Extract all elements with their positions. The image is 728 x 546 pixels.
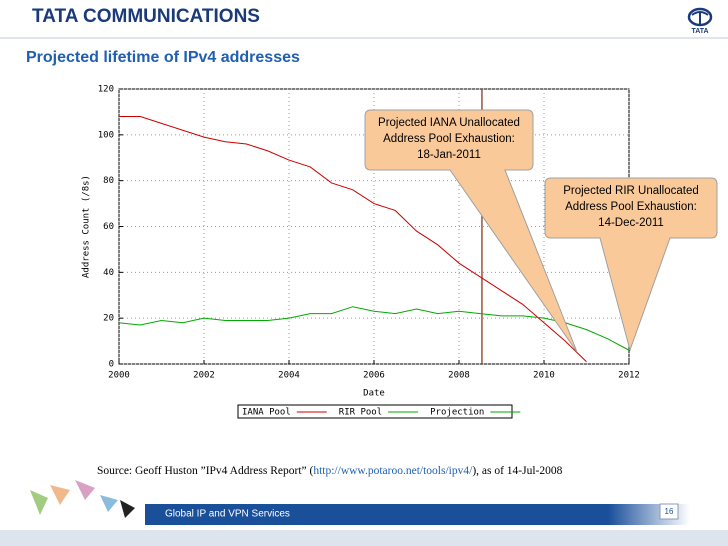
callout-text: Projected IANA Unallocated (378, 117, 520, 129)
x-tick-label: 2000 (108, 371, 130, 381)
y-tick-label: 60 (103, 222, 114, 232)
callout-text: Address Pool Exhaustion: (565, 201, 697, 213)
y-tick-label: 0 (109, 360, 114, 370)
source-link[interactable]: http://www.potaroo.net/tools/ipv4/ (313, 465, 473, 477)
x-tick-label: 2008 (448, 371, 470, 381)
series-line (119, 116, 587, 363)
callout: Projected RIR Unallocated Address Pool Ex… (544, 177, 718, 352)
callout-text: Projected RIR Unallocated (563, 185, 699, 197)
logo-icon: TATA (687, 7, 713, 35)
source-suffix: ), as of 14-Jul-2008 (472, 465, 562, 477)
x-tick-label: 2006 (363, 371, 385, 381)
footer-text: Global IP and VPN Services (165, 509, 290, 520)
y-tick-label: 80 (103, 176, 114, 186)
bottom-stripe (0, 530, 728, 546)
y-tick-label: 40 (103, 268, 114, 278)
y-tick-label: 100 (98, 130, 114, 140)
x-axis-label: Date (363, 389, 385, 399)
legend-label: Projection (430, 408, 484, 418)
x-tick-label: 2012 (618, 371, 640, 381)
footer-decoration (30, 480, 135, 518)
page-number: 16 (665, 507, 674, 516)
legend: IANA Pool RIR Pool Projection (237, 404, 521, 419)
callout: Projected IANA Unallocated Address Pool E… (364, 109, 578, 353)
y-axis-label: Address Count (/8s) (82, 175, 92, 278)
svg-text:TATA: TATA (691, 28, 708, 35)
y-tick-label: 120 (98, 85, 114, 95)
chart: 0 20 40 60 80 100 120 2000 2002 2004 2006 2008 2010 2… (82, 85, 718, 419)
page-box (659, 503, 679, 520)
callout-shape (544, 177, 718, 352)
callout-text: 18-Jan-2011 (417, 149, 481, 161)
y-tick-label: 20 (103, 314, 114, 324)
source-note: Source: Geoff Huston ”IPv4 Address Repor… (97, 465, 563, 477)
callout-text: 14-Dec-2011 (598, 217, 664, 229)
x-tick-label: 2002 (193, 371, 215, 381)
legend-label: IANA Pool (242, 408, 291, 418)
x-tick-label: 2004 (278, 371, 300, 381)
series-line (118, 306, 481, 326)
callout-shape (364, 109, 578, 353)
x-tick-label: 2010 (533, 371, 555, 381)
source-prefix: Source: Geoff Huston ”IPv4 Address Repor… (97, 465, 314, 477)
footer-bar (145, 504, 690, 525)
callout-text: Address Pool Exhaustion: (383, 133, 515, 145)
brand: TATA COMMUNICATIONS (32, 6, 260, 27)
slide-title: Projected lifetime of IPv4 addresses (26, 49, 300, 66)
legend-label: RIR Pool (339, 408, 382, 418)
